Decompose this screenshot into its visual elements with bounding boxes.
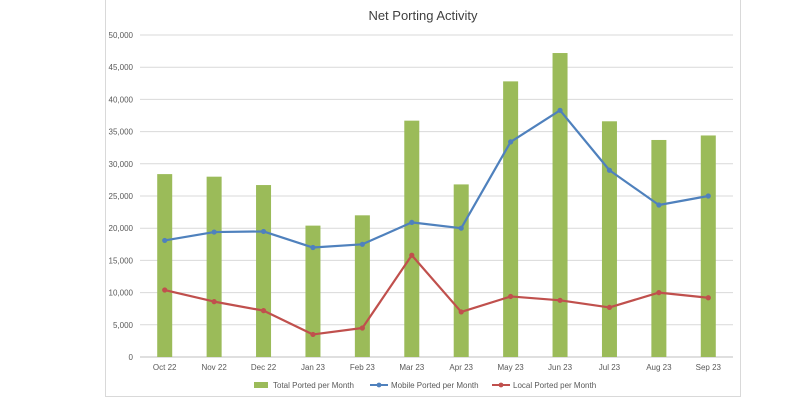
y-tick-label: 50,000 bbox=[109, 31, 134, 40]
point-mobile-ported bbox=[656, 202, 662, 208]
legend: Total Ported per Month Mobile Ported per … bbox=[254, 381, 596, 390]
point-local-ported bbox=[310, 331, 316, 338]
y-tick-label: 10,000 bbox=[109, 289, 134, 298]
line-mobile-ported bbox=[164, 109, 709, 249]
y-tick-label: 5,000 bbox=[113, 321, 134, 330]
chart-frame bbox=[105, 0, 741, 397]
bar-total-ported bbox=[552, 53, 568, 357]
x-tick-label: Oct 22 bbox=[153, 363, 177, 372]
bar-total-ported bbox=[206, 176, 222, 357]
y-tick-label: 30,000 bbox=[109, 160, 134, 169]
x-tick-label: Apr 23 bbox=[449, 363, 473, 372]
y-tick-label: 15,000 bbox=[109, 256, 134, 265]
point-local-ported bbox=[606, 304, 613, 311]
bar-total-ported bbox=[354, 215, 370, 357]
bar-total-ported bbox=[305, 225, 321, 357]
point-local-ported bbox=[557, 297, 563, 303]
x-tick-label: May 23 bbox=[498, 363, 525, 372]
bar-total-ported bbox=[651, 139, 667, 357]
x-tick-label: Mar 23 bbox=[399, 363, 424, 372]
legend-total-ported: Total Ported per Month bbox=[254, 381, 354, 390]
x-tick-label: Jul 23 bbox=[599, 363, 621, 372]
bar-total-ported bbox=[157, 174, 173, 357]
x-tick-label: Nov 22 bbox=[201, 363, 227, 372]
bar-total-ported bbox=[404, 120, 420, 357]
x-tick-label: Jan 23 bbox=[301, 363, 326, 372]
x-tick-label: Jun 23 bbox=[548, 363, 573, 372]
y-tick-label: 35,000 bbox=[109, 128, 134, 137]
legend-label: Local Ported per Month bbox=[513, 381, 596, 390]
bar-total-ported bbox=[503, 81, 519, 358]
point-mobile-ported bbox=[162, 237, 168, 244]
bars-total-ported bbox=[157, 53, 716, 358]
bar-total-ported bbox=[700, 135, 716, 357]
legend-mobile-ported: Mobile Ported per Month bbox=[370, 381, 479, 390]
point-local-ported bbox=[458, 309, 464, 315]
point-local-ported bbox=[260, 308, 267, 314]
bar-total-ported bbox=[256, 185, 272, 357]
bar-total-ported bbox=[601, 121, 617, 358]
y-tick-label: 40,000 bbox=[109, 95, 134, 104]
point-mobile-ported bbox=[260, 228, 267, 235]
x-tick-label: Sep 23 bbox=[696, 363, 722, 372]
point-mobile-ported bbox=[606, 167, 613, 173]
point-mobile-ported bbox=[359, 241, 365, 247]
bar-total-ported bbox=[453, 184, 469, 357]
point-mobile-ported bbox=[557, 107, 563, 113]
gridlines bbox=[140, 34, 733, 358]
x-tick-label: Feb 23 bbox=[350, 363, 375, 372]
legend-marker bbox=[376, 382, 382, 388]
point-mobile-ported bbox=[508, 139, 514, 145]
y-axis-ticks: 0 5,000 10,000 15,000 20,000 25,000 30,000 35,0… bbox=[109, 31, 134, 362]
chart-title: Net Porting Activity bbox=[368, 8, 478, 23]
point-local-ported bbox=[656, 290, 662, 296]
point-mobile-ported bbox=[458, 225, 464, 231]
point-local-ported bbox=[508, 293, 514, 300]
y-tick-label: 25,000 bbox=[109, 192, 134, 201]
legend-swatch bbox=[254, 382, 268, 388]
legend-marker bbox=[498, 382, 504, 388]
legend-label: Mobile Ported per Month bbox=[391, 381, 479, 390]
point-mobile-ported bbox=[705, 193, 711, 199]
x-tick-label: Dec 22 bbox=[251, 363, 277, 372]
line-series bbox=[162, 107, 711, 338]
point-local-ported bbox=[211, 299, 217, 305]
legend-local-ported: Local Ported per Month bbox=[492, 381, 596, 390]
point-local-ported bbox=[409, 252, 415, 258]
y-tick-label: 45,000 bbox=[109, 63, 134, 72]
point-local-ported bbox=[359, 325, 365, 331]
x-axis-ticks: Oct 22 Nov 22 Dec 22 Jan 23 Feb 23 Mar 23 Apr … bbox=[153, 363, 722, 372]
point-mobile-ported bbox=[211, 229, 217, 235]
legend-label: Total Ported per Month bbox=[273, 381, 354, 390]
point-local-ported bbox=[705, 295, 711, 301]
y-tick-label: 0 bbox=[129, 353, 134, 362]
point-mobile-ported bbox=[409, 219, 415, 226]
point-local-ported bbox=[162, 287, 168, 293]
y-tick-label: 20,000 bbox=[109, 224, 134, 233]
line-local-ported bbox=[164, 254, 709, 336]
point-mobile-ported bbox=[310, 244, 316, 251]
x-tick-label: Aug 23 bbox=[646, 363, 672, 372]
